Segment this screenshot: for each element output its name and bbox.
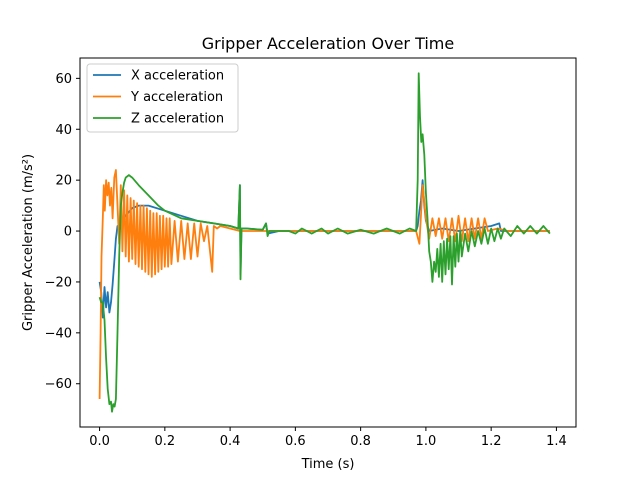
- x-tick-label: 0.8: [350, 434, 371, 449]
- legend-box: [86, 63, 239, 133]
- y-axis-label: Gripper Acceleration (m/s²): [21, 154, 36, 331]
- plot-area: [79, 57, 577, 428]
- x-tick-label: 1.4: [546, 434, 567, 449]
- legend-label-z: Z acceleration: [131, 112, 224, 127]
- x-tick-label: 1.2: [481, 434, 502, 449]
- y-tick-label: 20: [55, 174, 72, 189]
- y-tick-label: 40: [55, 123, 72, 138]
- y-tick-label: 60: [55, 72, 72, 87]
- x-tick-label: 0.4: [220, 434, 241, 449]
- legend-label-y: Y acceleration: [130, 90, 223, 105]
- chart-title: Gripper Acceleration Over Time: [202, 34, 454, 53]
- y-axis: −60 −40 −20 0 20 40 60: [45, 72, 80, 392]
- series-group: [98, 72, 551, 413]
- plot-frame: [79, 57, 577, 428]
- series-line-z: [98, 72, 551, 413]
- x-tick-label: 0.0: [89, 434, 110, 449]
- x-tick-label: 1.0: [416, 434, 437, 449]
- y-tick-label: 0: [64, 225, 72, 240]
- legend-label-x: X acceleration: [131, 69, 224, 84]
- x-tick-label: 0.2: [154, 434, 175, 449]
- y-tick-label: −60: [45, 377, 72, 392]
- y-tick-label: −40: [45, 326, 72, 341]
- y-tick-label: −20: [45, 275, 72, 290]
- legend: X acceleration Y acceleration Z accelerati…: [86, 63, 239, 133]
- x-tick-label: 0.6: [285, 434, 306, 449]
- x-axis: 0.0 0.2 0.4 0.6 0.8 1.0 1.2 1.4: [89, 427, 567, 449]
- x-axis-label: Time (s): [301, 457, 355, 472]
